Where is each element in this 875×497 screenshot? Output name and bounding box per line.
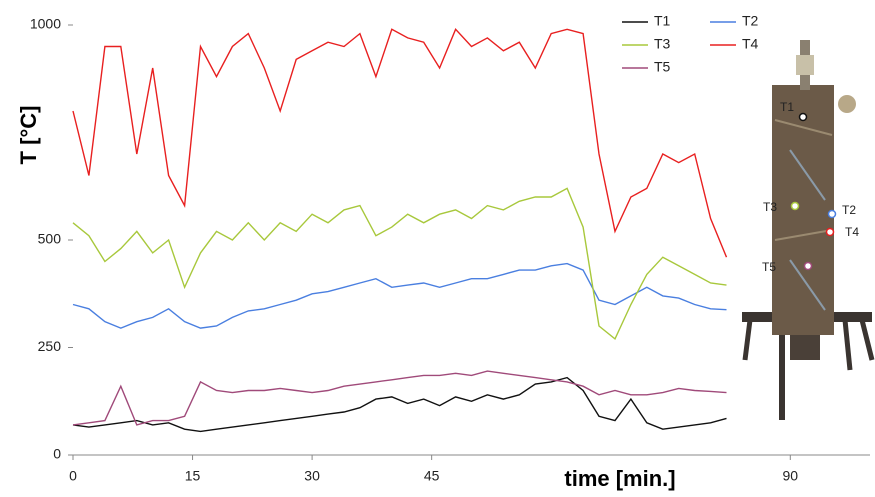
probe-label: T5 — [762, 260, 776, 274]
probe-marker — [827, 209, 837, 219]
x-tick-label: 0 — [69, 468, 77, 484]
probe-marker — [825, 227, 835, 237]
legend-label: T3 — [654, 36, 671, 52]
probe-marker — [803, 261, 813, 271]
probe-label: T3 — [763, 200, 777, 214]
probe-label: T2 — [842, 203, 856, 217]
series-line — [72, 376, 727, 433]
y-tick-label: 500 — [38, 231, 62, 247]
y-tick-label: 250 — [38, 338, 62, 354]
x-axis-title: time [min.] — [564, 466, 675, 491]
legend-label: T2 — [742, 13, 759, 29]
y-tick-label: 1000 — [30, 16, 61, 32]
series-line — [72, 28, 728, 258]
probe-marker — [798, 112, 808, 122]
legend-label: T5 — [654, 59, 671, 75]
probe-label: T1 — [780, 100, 794, 114]
probe-marker — [790, 201, 800, 211]
reactor-photo — [742, 40, 875, 420]
x-tick-label: 30 — [304, 468, 320, 484]
series-line — [72, 187, 727, 341]
x-tick-label: 90 — [783, 468, 799, 484]
legend-label: T1 — [654, 13, 671, 29]
probe-label: T4 — [845, 225, 859, 239]
y-tick-label: 0 — [53, 446, 61, 462]
series-line — [72, 262, 727, 329]
legend-label: T4 — [742, 36, 759, 52]
y-axis-title: T [°C] — [16, 106, 41, 165]
x-tick-label: 45 — [424, 468, 440, 484]
series-line — [72, 370, 727, 426]
x-tick-label: 15 — [185, 468, 201, 484]
